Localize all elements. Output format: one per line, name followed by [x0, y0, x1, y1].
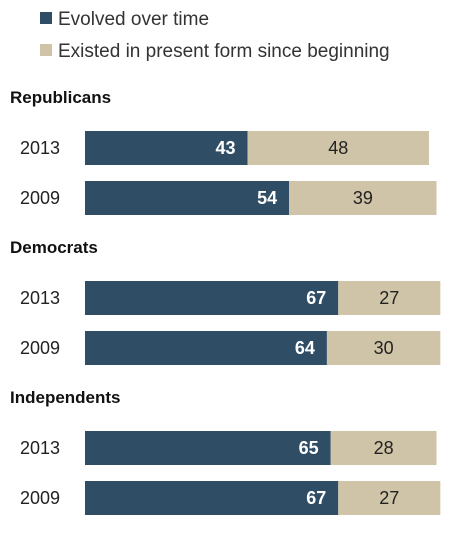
bar-evolved: [85, 331, 327, 365]
value-label-existed: 39: [353, 188, 373, 208]
value-label-existed: 28: [374, 438, 394, 458]
bar-evolved: [85, 281, 339, 315]
legend-swatch: [40, 44, 52, 56]
bar-existed: [289, 181, 437, 215]
bar-existed: [338, 481, 441, 515]
value-label-existed: 30: [374, 338, 394, 358]
value-label-existed: 48: [328, 138, 348, 158]
year-label: 2013: [20, 438, 60, 458]
legend-label: Evolved over time: [58, 9, 209, 30]
year-label: 2009: [20, 338, 60, 358]
group-title: Republicans: [10, 88, 111, 107]
bar-existed: [338, 281, 441, 315]
value-label-existed: 27: [379, 288, 399, 308]
value-label-evolved: 65: [299, 438, 319, 458]
chart-groups: Republicans 2013 43 48 2009 54 39 Democrats 2013…: [10, 88, 441, 515]
value-label-evolved: 67: [306, 488, 326, 508]
year-label: 2009: [20, 488, 60, 508]
year-label: 2009: [20, 188, 60, 208]
group-title: Independents: [10, 388, 121, 407]
legend: Evolved over time Existed in present form…: [40, 9, 390, 62]
bar-existed: [326, 331, 441, 365]
bar-evolved: [85, 131, 248, 165]
value-label-evolved: 54: [257, 188, 277, 208]
bar-existed: [247, 131, 429, 165]
group-republicans: Republicans 2013 43 48 2009 54 39: [10, 88, 437, 215]
legend-swatch: [40, 12, 52, 24]
value-label-existed: 27: [379, 488, 399, 508]
bar-evolved: [85, 481, 339, 515]
value-label-evolved: 67: [306, 288, 326, 308]
value-label-evolved: 64: [295, 338, 315, 358]
bar-evolved: [85, 181, 290, 215]
value-label-evolved: 43: [216, 138, 236, 158]
group-title: Democrats: [10, 238, 98, 257]
bar-existed: [330, 431, 437, 465]
group-democrats: Democrats 2013 67 27 2009 64 30: [10, 238, 441, 365]
year-label: 2013: [20, 288, 60, 308]
year-label: 2013: [20, 138, 60, 158]
bar-evolved: [85, 431, 331, 465]
group-independents: Independents 2013 65 28 2009 67 27: [10, 388, 441, 515]
legend-label: Existed in present form since beginning: [58, 41, 390, 62]
